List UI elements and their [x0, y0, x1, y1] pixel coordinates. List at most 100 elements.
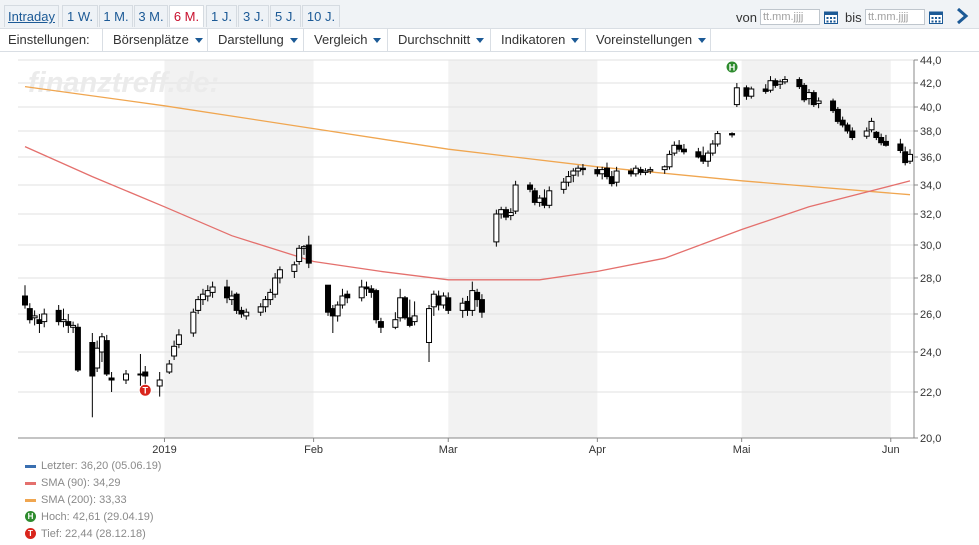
- y-tick-label: 42,0: [920, 78, 941, 90]
- candle: [637, 166, 644, 176]
- candle-body: [339, 295, 346, 306]
- candle-body: [60, 319, 67, 323]
- candle-body: [344, 293, 351, 299]
- candle: [676, 140, 683, 152]
- candle-body: [628, 170, 635, 175]
- to-date-input[interactable]: [865, 9, 925, 25]
- menu-label: Vergleich: [314, 32, 368, 47]
- candle-body: [849, 130, 856, 138]
- menu-voreinstellungen[interactable]: Voreinstellungen: [585, 29, 711, 51]
- tab-1m[interactable]: 1 M.: [99, 5, 133, 27]
- candle-body: [262, 299, 269, 308]
- candle: [305, 235, 312, 269]
- candle-body: [704, 152, 711, 162]
- candle: [902, 146, 909, 166]
- candle-body: [156, 379, 163, 387]
- candle-body: [676, 144, 683, 150]
- candle-body: [781, 79, 788, 83]
- candle-body: [502, 209, 509, 218]
- candle-body: [815, 100, 822, 104]
- month-shade: [741, 60, 891, 438]
- tab-5y[interactable]: 5 J.: [270, 5, 301, 27]
- from-date-input[interactable]: [760, 9, 820, 25]
- menu-darstellung[interactable]: Darstellung: [207, 29, 298, 51]
- candle-body: [531, 190, 538, 203]
- y-tick-label: 44,0: [920, 55, 941, 67]
- candle-body: [714, 133, 721, 145]
- candle-body: [195, 299, 202, 311]
- menu-indikatoren[interactable]: Indikatoren: [490, 29, 580, 51]
- candle: [411, 301, 418, 326]
- candle-body: [575, 167, 582, 172]
- candle-body: [474, 291, 481, 301]
- tab-1y[interactable]: 1 J.: [206, 5, 237, 27]
- tab-intraday[interactable]: Intraday: [4, 5, 59, 27]
- candle: [204, 285, 211, 302]
- candle: [98, 333, 105, 362]
- menu-vergleich[interactable]: Vergleich: [303, 29, 382, 51]
- candle: [531, 187, 538, 206]
- candle: [603, 162, 610, 180]
- candle-body: [55, 309, 62, 323]
- price-chart[interactable]: finanztreff.de: H T 44,0 42,0 40,0 38,0 36,0 3…: [0, 52, 979, 457]
- tab-3m[interactable]: 3 M.: [134, 5, 168, 27]
- candle: [358, 279, 365, 302]
- calendar-icon[interactable]: [824, 10, 838, 24]
- candle-body: [565, 176, 572, 183]
- candle: [830, 98, 837, 113]
- legend-badge: H: [25, 511, 36, 522]
- candle: [209, 281, 216, 298]
- candle-body: [748, 88, 755, 97]
- legend-swatch: [25, 465, 36, 468]
- candle: [166, 360, 173, 374]
- tab-10y[interactable]: 10 J.: [302, 5, 340, 27]
- tab-1w[interactable]: 1 W.: [62, 5, 98, 27]
- menu-label: Voreinstellungen: [596, 32, 693, 47]
- tab-6m[interactable]: 6 M.: [169, 5, 204, 27]
- candle: [849, 127, 856, 141]
- legend-label: SMA (90): 34,29: [41, 477, 121, 489]
- candle-body: [805, 92, 812, 100]
- caret-down-icon: [698, 38, 707, 44]
- legend-swatch: [25, 482, 36, 485]
- to-label: bis: [845, 10, 862, 25]
- candle-body: [204, 290, 211, 297]
- candle: [844, 122, 851, 134]
- candle: [291, 261, 298, 278]
- candle: [478, 294, 485, 318]
- candle-body: [137, 373, 144, 376]
- tab-3y[interactable]: 3 J.: [238, 5, 269, 27]
- candle-body: [334, 304, 341, 317]
- candle-body: [65, 321, 72, 326]
- sma90-line: [24, 146, 911, 281]
- high-marker-badge: [725, 60, 739, 74]
- from-label: von: [736, 10, 757, 25]
- legend-item: SMA (200): 33,33: [25, 492, 161, 509]
- menu-boersenplaetze[interactable]: Börsenplätze: [102, 29, 203, 51]
- menu-durchschnitt[interactable]: Durchschnitt: [387, 29, 485, 51]
- candle-body: [228, 295, 235, 301]
- candle-body: [907, 153, 913, 162]
- candle: [570, 168, 577, 183]
- high-marker: H: [725, 60, 739, 74]
- calendar-icon[interactable]: [929, 10, 943, 24]
- candle: [873, 131, 880, 141]
- candle: [41, 308, 48, 328]
- candle: [839, 116, 846, 128]
- chevron-right-icon[interactable]: [955, 8, 969, 24]
- month-shade: [164, 60, 314, 438]
- candle-body: [358, 286, 365, 299]
- low-marker-badge: [138, 383, 152, 397]
- candle-body: [36, 319, 43, 325]
- candle: [243, 308, 250, 320]
- candle: [377, 317, 384, 333]
- candle-body: [767, 80, 774, 91]
- candle: [89, 333, 96, 418]
- candle-body: [377, 321, 384, 328]
- candle: [599, 166, 606, 180]
- candle: [868, 117, 875, 133]
- candle-body: [243, 311, 250, 317]
- candle: [406, 299, 413, 328]
- candle-body: [882, 140, 889, 146]
- candle-body: [224, 286, 231, 299]
